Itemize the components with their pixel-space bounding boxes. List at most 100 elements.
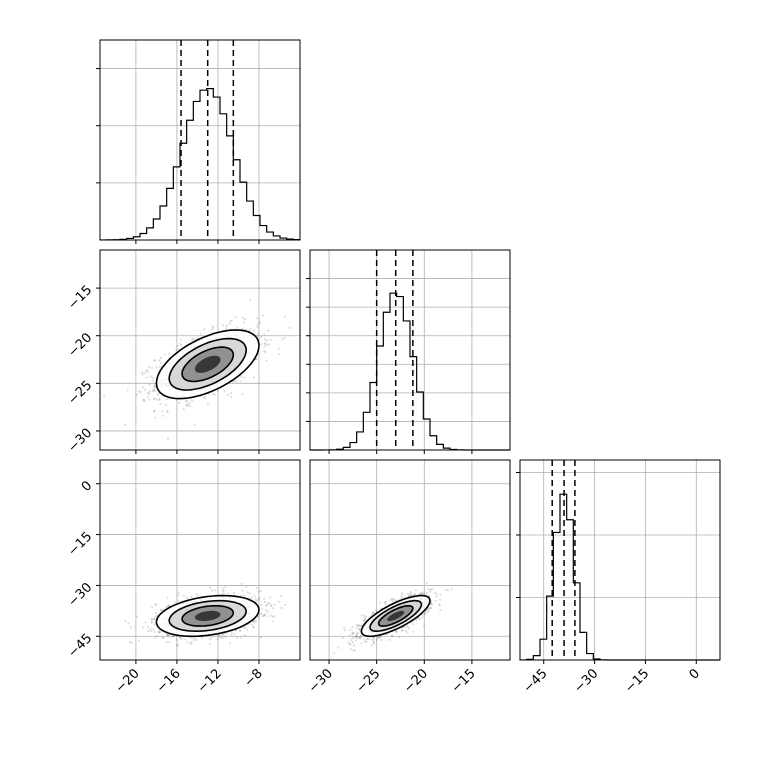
sample-point <box>384 603 387 606</box>
sample-point <box>263 349 266 353</box>
sample-point <box>158 397 161 400</box>
sample-point <box>152 389 155 392</box>
sample-point <box>409 592 412 596</box>
sample-point <box>191 337 194 340</box>
sample-point <box>161 608 164 611</box>
sample-point <box>383 601 387 604</box>
sample-point <box>156 393 159 396</box>
sample-point <box>146 630 150 633</box>
sample-point <box>208 638 211 641</box>
sample-point <box>421 616 424 619</box>
sample-point <box>236 326 239 329</box>
sample-point <box>137 639 140 643</box>
y-tick-label: −45 <box>65 631 95 661</box>
sample-point <box>359 635 362 638</box>
sample-point <box>203 328 206 331</box>
sample-point <box>184 637 187 641</box>
density-contour <box>168 599 248 633</box>
sample-point <box>208 586 212 589</box>
sample-point <box>239 636 243 639</box>
sample-point <box>153 398 156 401</box>
sample-point <box>252 376 256 379</box>
sample-point <box>271 619 274 623</box>
sample-point <box>277 600 280 603</box>
sample-point <box>351 626 354 629</box>
sample-point <box>249 298 252 301</box>
sample-point <box>351 640 354 644</box>
sample-point <box>260 335 263 339</box>
density-contour <box>181 346 235 383</box>
sample-point <box>427 610 430 614</box>
sample-point <box>257 598 260 601</box>
sample-point <box>400 629 404 632</box>
sample-point <box>214 589 217 592</box>
sample-point <box>153 409 156 412</box>
sample-point <box>263 342 266 345</box>
sample-point <box>185 400 188 403</box>
density-level <box>194 355 221 373</box>
sample-point <box>363 618 367 621</box>
sample-point <box>355 633 358 636</box>
sample-point <box>252 329 255 332</box>
sample-point <box>372 641 376 644</box>
sample-point <box>401 594 404 597</box>
sample-point <box>145 376 148 379</box>
sample-point <box>284 603 287 607</box>
sample-point <box>154 616 157 619</box>
sample-point <box>363 614 366 618</box>
sample-point <box>429 606 432 610</box>
sample-point <box>263 614 266 617</box>
sample-point <box>260 603 263 606</box>
sample-point <box>241 393 244 396</box>
sample-point <box>395 630 398 633</box>
sample-point <box>158 366 161 369</box>
sample-point <box>352 649 355 652</box>
sample-point <box>154 611 158 615</box>
sample-point <box>233 632 236 635</box>
sample-point <box>352 644 356 647</box>
sample-point <box>259 613 262 616</box>
sample-point <box>421 613 424 616</box>
sample-point <box>178 636 181 639</box>
sample-point <box>384 601 387 604</box>
panel-2-1: −30 −25 −20 −15 <box>306 459 511 696</box>
sample-point <box>154 359 157 362</box>
sample-point <box>366 638 369 641</box>
density-level <box>194 610 221 621</box>
sample-point <box>404 629 407 632</box>
sample-point <box>128 640 132 643</box>
sample-point <box>221 636 224 640</box>
sample-point <box>343 626 346 629</box>
x-tick-label: −16 <box>154 666 184 696</box>
sample-point <box>400 596 403 599</box>
sample-point <box>193 338 196 341</box>
sample-point <box>359 637 362 640</box>
sample-point <box>203 395 207 398</box>
sample-point <box>153 623 156 626</box>
sample-point <box>400 627 403 630</box>
sample-point <box>427 607 431 611</box>
sample-point <box>429 607 433 610</box>
sample-point <box>188 405 192 408</box>
sample-point <box>179 636 182 639</box>
sample-point <box>126 389 129 392</box>
sample-point <box>153 410 156 413</box>
sample-point <box>187 403 190 406</box>
sample-point <box>418 592 422 595</box>
sample-point <box>260 343 263 346</box>
sample-point <box>141 373 144 376</box>
sample-point <box>337 646 340 649</box>
sample-point <box>168 641 171 644</box>
sample-point <box>273 615 276 618</box>
sample-point <box>269 338 272 341</box>
sample-point <box>257 332 260 335</box>
sample-point <box>188 401 191 404</box>
sample-point <box>201 636 204 639</box>
sample-point <box>358 628 361 631</box>
sample-point <box>221 589 224 593</box>
sample-point <box>176 344 179 347</box>
sample-point <box>350 639 353 642</box>
sample-point <box>353 649 356 652</box>
sample-point <box>255 358 258 361</box>
sample-point <box>155 635 158 638</box>
